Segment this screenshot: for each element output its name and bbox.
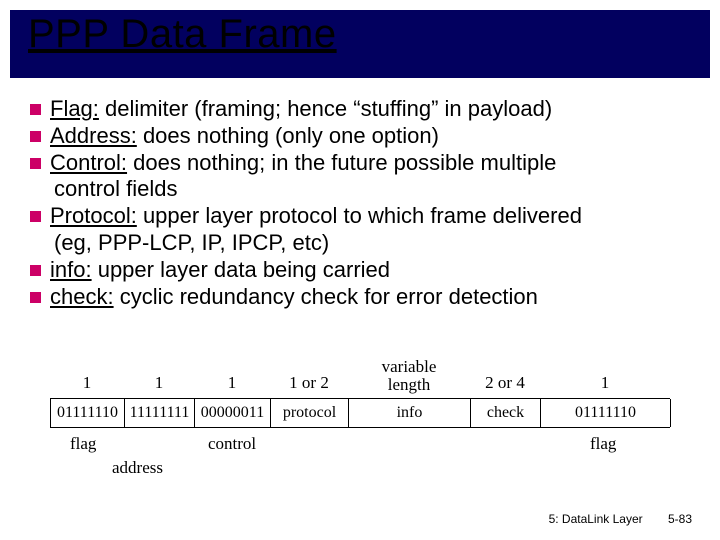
byte-count-label: variablelength	[348, 358, 470, 394]
frame-field-cell: protocol	[271, 399, 349, 427]
bullet-item: Protocol: upper layer protocol to which …	[30, 203, 690, 230]
byte-count-label: 1	[194, 374, 270, 392]
bullet-item: Control: does nothing; in the future pos…	[30, 150, 690, 177]
bullet-label: info:	[50, 257, 92, 282]
bullet-item: Flag: delimiter (framing; hence “stuffin…	[30, 96, 690, 123]
footer-page: 5-83	[668, 512, 692, 526]
byte-count-label: 1	[124, 374, 194, 392]
byte-count-label: 1	[50, 374, 124, 392]
bullet-text-cont: (eg, PPP-LCP, IP, IPCP, etc)	[30, 230, 690, 257]
bullet-marker-icon	[30, 131, 41, 142]
bullet-text: does nothing; in the future possible mul…	[127, 150, 556, 175]
frame-field-cell: check	[471, 399, 541, 427]
bullet-marker-icon	[30, 292, 41, 303]
slide-title: PPP Data Frame	[28, 12, 337, 57]
bullet-text: delimiter (framing; hence “stuffing” in …	[99, 96, 552, 121]
bullet-text: cyclic redundancy check for error detect…	[114, 284, 538, 309]
frame-field-cell: 11111111	[125, 399, 195, 427]
bullet-marker-icon	[30, 104, 41, 115]
bullet-item: Address: does nothing (only one option)	[30, 123, 690, 150]
bullet-marker-icon	[30, 211, 41, 222]
field-labels-row: flag address control flag	[50, 428, 670, 488]
frame-diagram: 1111 or 2variablelength2 or 41 011111101…	[50, 360, 670, 488]
frame-field-cell: info	[349, 399, 471, 427]
bullet-item: check: cyclic redundancy check for error…	[30, 284, 690, 311]
byte-count-row: 1111 or 2variablelength2 or 41	[50, 360, 670, 398]
bullet-text: upper layer protocol to which frame deli…	[137, 203, 582, 228]
byte-count-label: 1 or 2	[270, 374, 348, 392]
bullet-label: Address:	[50, 123, 137, 148]
field-label: flag	[590, 434, 616, 454]
bullet-text-cont: control fields	[30, 176, 690, 203]
bullet-text: upper layer data being carried	[92, 257, 390, 282]
field-label: control	[208, 434, 256, 454]
field-label: address	[112, 458, 163, 478]
slide: { "title": "PPP Data Frame", "accent_col…	[0, 0, 720, 540]
byte-count-label: 2 or 4	[470, 374, 540, 392]
frame-field-cell: 01111110	[541, 399, 671, 427]
frame-field-cell: 01111110	[51, 399, 125, 427]
slide-footer: 5: DataLink Layer 5-83	[549, 512, 692, 526]
bullet-text: does nothing (only one option)	[137, 123, 439, 148]
bullet-label: Control:	[50, 150, 127, 175]
frame-field-cell: 00000011	[195, 399, 271, 427]
field-label: flag	[70, 434, 96, 454]
byte-count-label: 1	[540, 374, 670, 392]
bullet-list: Flag: delimiter (framing; hence “stuffin…	[30, 96, 690, 311]
bullet-label: check:	[50, 284, 114, 309]
bullet-label: Protocol:	[50, 203, 137, 228]
bullet-label: Flag:	[50, 96, 99, 121]
bullet-marker-icon	[30, 158, 41, 169]
footer-section: 5: DataLink Layer	[549, 512, 643, 526]
bullet-marker-icon	[30, 265, 41, 276]
frame-fields-row: 011111101111111100000011protocolinfochec…	[50, 398, 670, 428]
bullet-item: info: upper layer data being carried	[30, 257, 690, 284]
